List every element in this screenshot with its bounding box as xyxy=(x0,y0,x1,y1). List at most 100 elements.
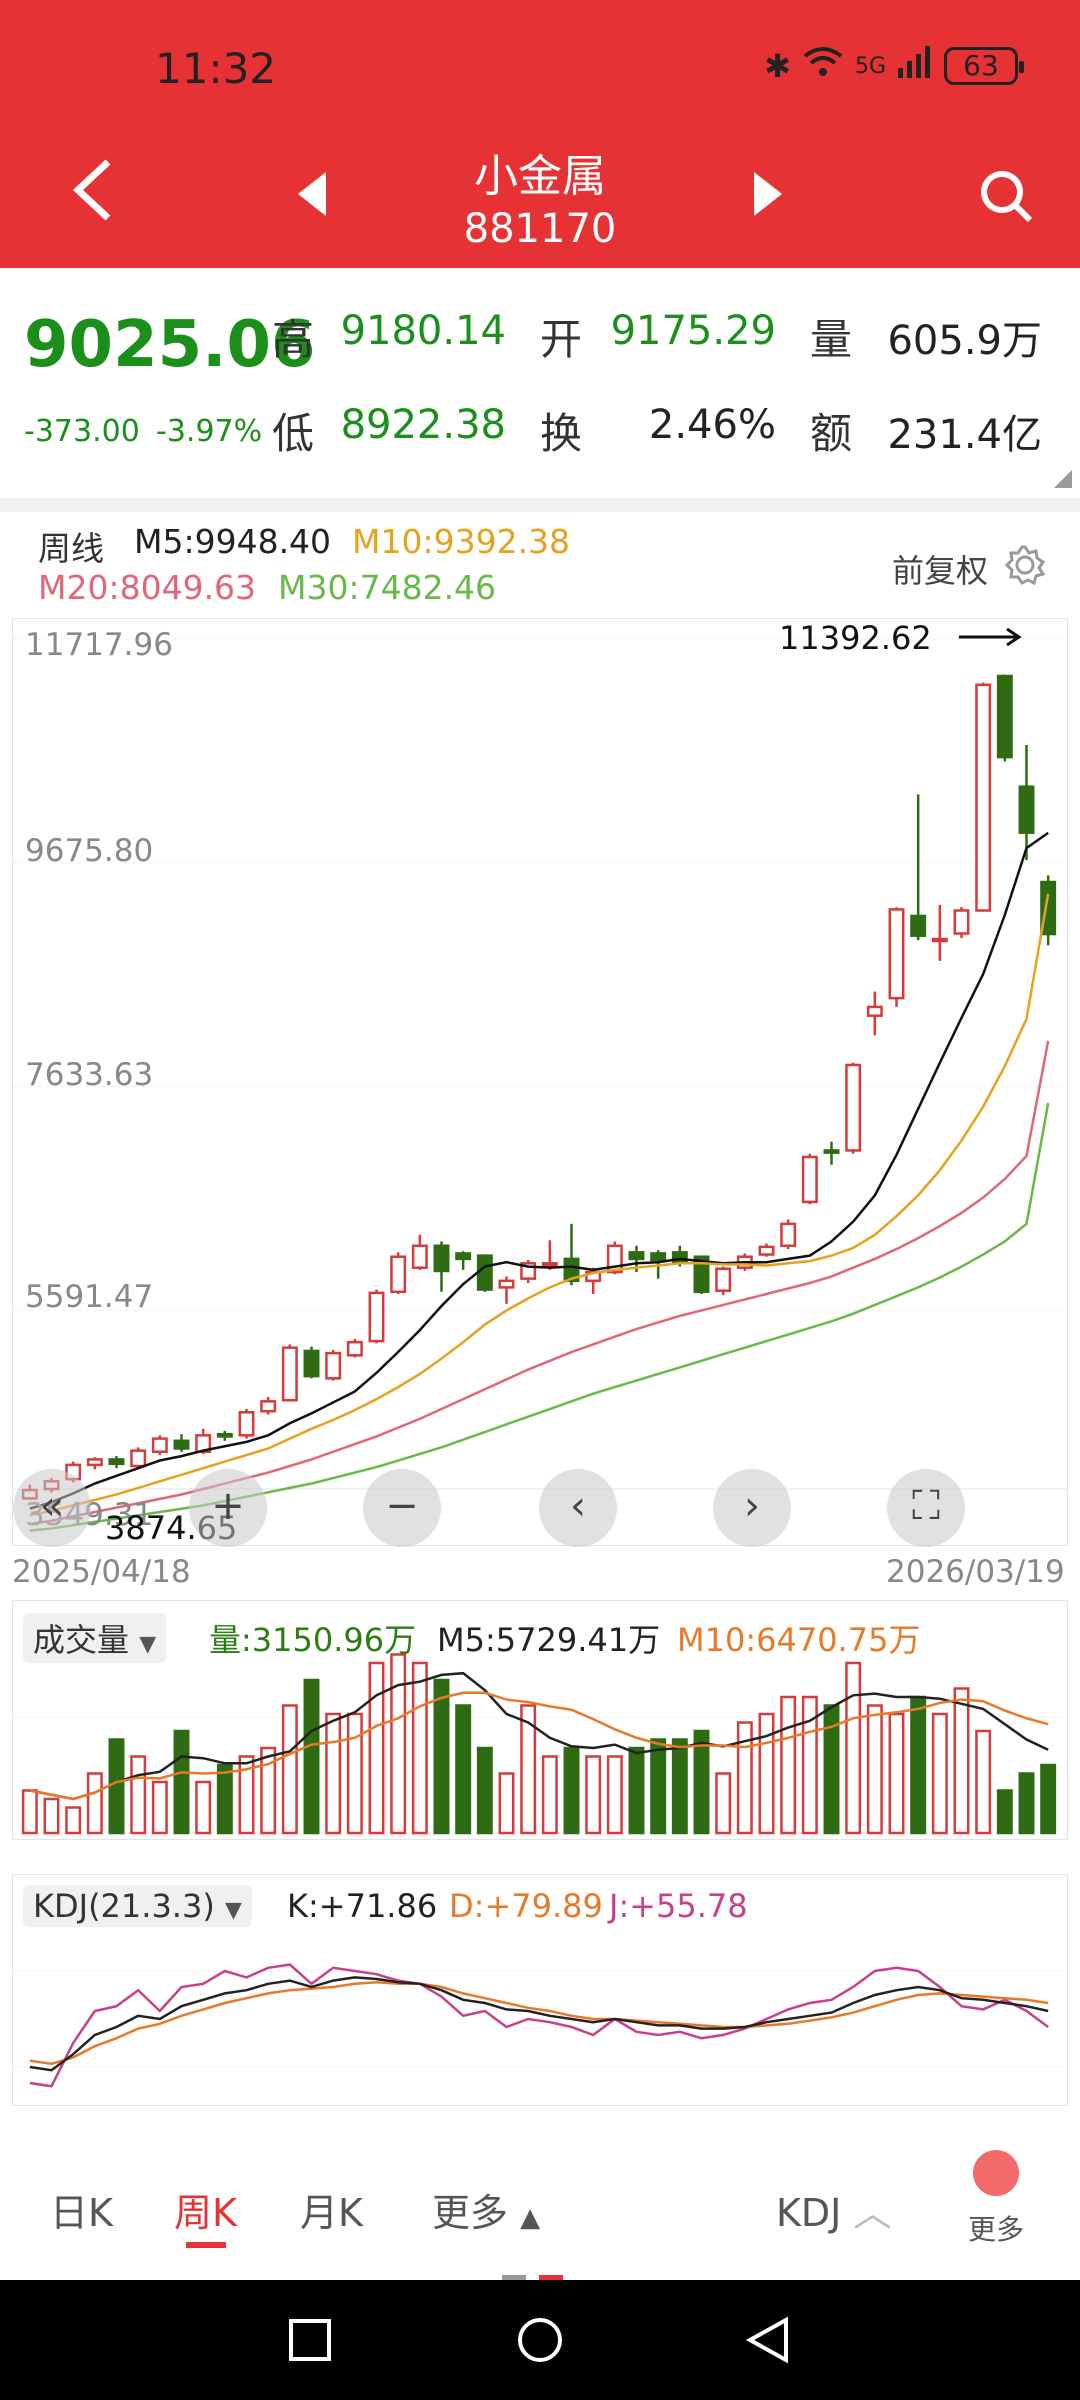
candle-body xyxy=(996,674,1013,759)
amount-label: 额 xyxy=(810,409,853,458)
tab-month-k[interactable]: 月K xyxy=(300,2191,363,2235)
y-axis-label-4: 5591.47 xyxy=(25,1279,154,1315)
zoom-out-button[interactable]: − xyxy=(363,1469,441,1547)
volume-bar xyxy=(325,1712,342,1835)
candle-body xyxy=(86,1458,103,1467)
tab-indicator[interactable]: KDJ ︿ xyxy=(776,2182,892,2237)
candle-body xyxy=(238,1411,255,1437)
ma-line-m5 xyxy=(29,831,1049,1510)
search-icon[interactable] xyxy=(978,168,1034,228)
volume-bar xyxy=(455,1704,472,1835)
candle-body xyxy=(650,1252,667,1262)
volume-indicator-select[interactable]: 成交量 ▼ xyxy=(23,1613,167,1663)
ma30-legend: M30:7482.46 xyxy=(278,568,497,607)
period-tab-bar: 日K 周K 月K 更多 ▲ KDJ ︿ 更多 xyxy=(0,2128,1080,2285)
back-nav-icon[interactable] xyxy=(745,2316,790,2368)
candle-body xyxy=(1018,785,1035,834)
candle-body xyxy=(368,1291,385,1343)
signal-icon xyxy=(898,46,932,86)
candle-body xyxy=(780,1222,797,1248)
tab-indicator-label: KDJ xyxy=(776,2191,842,2235)
tab-day-k[interactable]: 日K xyxy=(50,2191,113,2235)
volume-bar xyxy=(541,1755,558,1835)
kdj-j-legend: J:+55.78 xyxy=(609,1887,748,1925)
volume-ma10-line xyxy=(29,1691,1049,1801)
ma5-legend: M5:9948.40 xyxy=(134,522,332,561)
network-label: 5G xyxy=(854,53,886,79)
turnover-value: 2.46% xyxy=(648,402,776,448)
volume-bar xyxy=(975,1729,992,1835)
volume-ma5-line xyxy=(29,1671,1049,1801)
adjust-button[interactable]: 前复权 xyxy=(892,552,989,590)
expand-corner-icon[interactable] xyxy=(1054,470,1072,492)
high-value: 9180.14 xyxy=(340,308,506,354)
volume-bar xyxy=(43,1797,60,1835)
tab-week-k[interactable]: 周K xyxy=(174,2191,237,2235)
home-icon[interactable] xyxy=(516,2316,564,2368)
tab-more-label: 更多 xyxy=(432,2191,509,2235)
active-tab-underline xyxy=(186,2242,226,2248)
ma-line-m10 xyxy=(29,893,1050,1517)
volume-bar xyxy=(650,1738,667,1835)
kdj-indicator-select[interactable]: KDJ(21.3.3) ▼ xyxy=(23,1885,252,1927)
chevron-down-icon: ▼ xyxy=(139,1632,157,1657)
scroll-left-double-icon[interactable]: « xyxy=(13,1469,91,1547)
volume-value: 605.9万 xyxy=(887,318,1042,364)
volume-bar xyxy=(130,1755,147,1835)
candle-body xyxy=(346,1340,363,1357)
volume-bar xyxy=(303,1678,320,1835)
start-date: 2025/04/18 xyxy=(12,1554,191,1590)
kdj-indicator-label: KDJ(21.3.3) xyxy=(33,1887,215,1925)
candle-body xyxy=(130,1449,147,1468)
candlestick-chart[interactable]: 11717.96 9675.80 7633.63 5591.47 3549.31… xyxy=(12,618,1069,1547)
candle-body xyxy=(498,1279,515,1289)
volume-bar xyxy=(238,1755,255,1835)
kdj-j-line xyxy=(29,1963,1049,2088)
stock-name: 小金属 xyxy=(474,151,606,202)
more-button-icon xyxy=(973,2150,1019,2196)
volume-ma10-legend: M10:6470.75万 xyxy=(677,1621,921,1659)
fullscreen-icon[interactable]: ⛶ xyxy=(887,1469,965,1547)
y-axis-label-2: 9675.80 xyxy=(25,833,154,869)
more-button-label: 更多 xyxy=(967,2213,1024,2246)
y-axis-label-3: 7633.63 xyxy=(25,1057,154,1093)
high-label: 高 xyxy=(272,315,315,364)
settings-gear-icon[interactable] xyxy=(1004,544,1046,590)
volume-bar xyxy=(931,1712,948,1835)
low-value: 8922.38 xyxy=(340,402,506,448)
candle-body xyxy=(1040,880,1057,936)
chevron-down-icon: ▼ xyxy=(224,1898,242,1923)
candle-body xyxy=(563,1257,580,1283)
wifi-icon xyxy=(803,46,843,86)
tab-more[interactable]: 更多 ▲ xyxy=(432,2182,540,2237)
open-value: 9175.29 xyxy=(610,308,776,354)
last-price: 9025.06 xyxy=(24,308,316,382)
candle-body xyxy=(325,1351,342,1380)
volume-panel[interactable]: 成交量 ▼ 量:3150.96万 M5:5729.41万 M10:6470.75… xyxy=(12,1600,1069,1840)
volume-bar xyxy=(151,1780,168,1835)
bluetooth-icon: ✱ xyxy=(764,47,791,85)
price-change: -373.00 xyxy=(24,414,140,449)
volume-bar xyxy=(585,1755,602,1835)
scroll-right-icon[interactable]: › xyxy=(713,1469,791,1547)
ma-line-m30 xyxy=(29,1102,1050,1532)
volume-bar xyxy=(411,1661,428,1835)
volume-bar xyxy=(953,1687,970,1835)
next-stock-icon[interactable] xyxy=(752,172,782,220)
candle-body xyxy=(910,914,927,937)
zoom-in-button[interactable]: + xyxy=(189,1469,267,1547)
recent-apps-icon[interactable] xyxy=(288,2318,332,2366)
volume-bar xyxy=(1018,1772,1035,1835)
candle-body xyxy=(823,1149,840,1154)
back-icon[interactable] xyxy=(70,158,114,226)
volume-bar xyxy=(845,1661,862,1835)
scroll-left-icon[interactable]: ‹ xyxy=(539,1469,617,1547)
volume-bar xyxy=(780,1695,797,1835)
volume-bar xyxy=(563,1746,580,1835)
kdj-d-line xyxy=(29,1980,1049,2066)
candle-body xyxy=(758,1245,775,1256)
kdj-panel[interactable]: KDJ(21.3.3) ▼ K:+71.86 D:+79.89 J:+55.78 xyxy=(12,1874,1069,2106)
more-button[interactable]: 更多 xyxy=(966,2150,1026,2248)
low-label: 低 xyxy=(272,409,315,458)
prev-stock-icon[interactable] xyxy=(298,172,328,220)
